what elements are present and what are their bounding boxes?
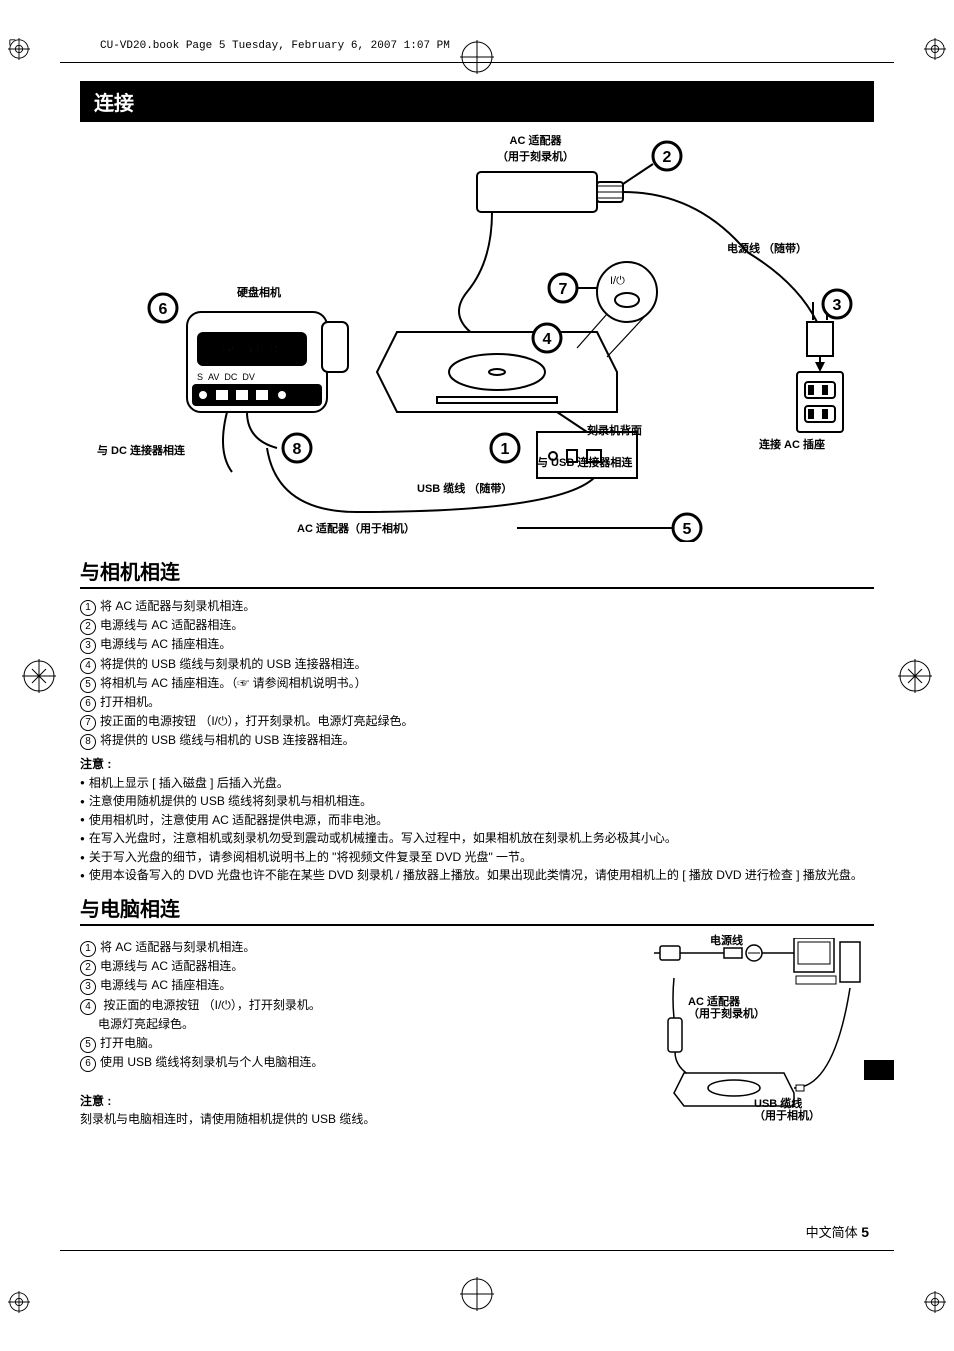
step-item: 将相机与 AC 插座相连。（☞ 请参阅相机说明书。） xyxy=(80,674,874,693)
note-item: 使用本设备写入的 DVD 光盘也许不能在某些 DVD 刻录机 / 播放器上播放。… xyxy=(80,866,874,885)
reg-mark-bottom xyxy=(460,1277,494,1311)
note-item: 关于写入光盘的细节，请参阅相机说明书上的 "将视频文件复录至 DVD 光盘" 一… xyxy=(80,848,874,867)
label-usb-cable-bundled: USB 缆线 （随带） xyxy=(417,480,512,496)
svg-text:I/⏻: I/⏻ xyxy=(610,275,625,287)
step-item: 将提供的 USB 缆线与刻录机的 USB 连接器相连。 xyxy=(80,655,874,674)
reg-mark-right xyxy=(898,659,932,693)
step-item: 打开相机。 xyxy=(80,693,874,712)
svg-text:2: 2 xyxy=(663,149,672,166)
crop-mark-bl xyxy=(8,1291,30,1313)
label2-ac-adapter: AC 适配器 （用于刻录机） xyxy=(688,996,765,1020)
svg-text:7: 7 xyxy=(559,281,568,298)
note-item: 使用相机时，注意使用 AC 适配器提供电源，而非电池。 xyxy=(80,811,874,830)
steps-connect-camera: 将 AC 适配器与刻录机相连。 电源线与 AC 适配器相连。 电源线与 AC 插… xyxy=(80,597,874,751)
step-item: 使用 USB 缆线将刻录机与个人电脑相连。 xyxy=(80,1053,614,1072)
crop-mark-tr xyxy=(924,38,946,60)
step-item: 电源线与 AC 插座相连。 xyxy=(80,635,874,654)
label-usb-connector: 与 USB 连接器相连 xyxy=(537,454,632,470)
svg-text:S AV DC DV: S AV DC DV xyxy=(197,372,255,382)
label-power-cord-bundled: 电源线 （随带） xyxy=(727,240,807,256)
notes-connect-camera: 相机上显示 [ 插入磁盘 ] 后插入光盘。 注意使用随机提供的 USB 缆线将刻… xyxy=(80,774,874,886)
note-item: 在写入光盘时，注意相机或刻录机勿受到震动或机械撞击。写入过程中，如果相机放在刻录… xyxy=(80,829,874,848)
svg-text:6: 6 xyxy=(159,301,168,318)
reg-mark-top xyxy=(460,40,494,74)
step-item: 将提供的 USB 缆线与相机的 USB 连接器相连。 xyxy=(80,731,874,750)
connection-diagram-pc: 电源线 AC 适配器 （用于刻录机） USB 缆线 （用于相机） xyxy=(654,938,874,1118)
section-title-bar: 连接 xyxy=(80,81,874,122)
label2-power-cord: 电源线 xyxy=(710,932,743,948)
step-item: 电源线与 AC 插座相连。 xyxy=(80,976,614,995)
note-item: 注意使用随机提供的 USB 缆线将刻录机与相机相连。 xyxy=(80,792,874,811)
step-item: 将 AC 适配器与刻录机相连。 xyxy=(80,597,874,616)
rule-bottom xyxy=(60,1250,894,1251)
label-ac-adapter-burner: AC 适配器 （用于刻录机） xyxy=(497,132,574,164)
label-dc-connector: 与 DC 连接器相连 xyxy=(97,442,185,458)
svg-text:DC USB: DC USB xyxy=(221,341,279,357)
svg-text:4: 4 xyxy=(543,331,552,348)
steps-connect-pc: 将 AC 适配器与刻录机相连。 电源线与 AC 适配器相连。 电源线与 AC 插… xyxy=(80,938,614,1072)
svg-text:3: 3 xyxy=(833,297,842,314)
step-item: 将 AC 适配器与刻录机相连。 xyxy=(80,938,614,957)
note-connect-pc: 注意 : 刻录机与电脑相连时，请使用随相机提供的 USB 缆线。 xyxy=(80,1092,614,1128)
label-burner-back: 刻录机背面 xyxy=(587,422,642,438)
note-item: 相机上显示 [ 插入磁盘 ] 后插入光盘。 xyxy=(80,774,874,793)
svg-text:1: 1 xyxy=(501,441,510,458)
label2-usb-cable: USB 缆线 （用于相机） xyxy=(754,1098,820,1122)
step-item: 按正面的电源按钮 （I/⏻），打开刻录机。电源灯亮起绿色。 xyxy=(80,712,874,731)
label-ac-adapter-camera: AC 适配器（用于相机） xyxy=(297,520,415,536)
heading-connect-pc: 与电脑相连 xyxy=(80,893,874,926)
svg-text:5: 5 xyxy=(683,521,692,538)
label-connect-ac-outlet: 连接 AC 插座 xyxy=(759,436,825,452)
page-edge-tab xyxy=(864,1060,894,1080)
reg-mark-left xyxy=(22,659,56,693)
label-hdd-camera: 硬盘相机 xyxy=(237,284,281,300)
svg-text:8: 8 xyxy=(293,441,302,458)
crop-mark-br xyxy=(924,1291,946,1313)
step-item: 电源线与 AC 适配器相连。 xyxy=(80,616,874,635)
book-header: CU-VD20.book Page 5 Tuesday, February 6,… xyxy=(100,40,894,52)
page-number: 中文简体 5 xyxy=(806,1222,869,1241)
step-item: 按正面的电源按钮 （I/⏻），打开刻录机。 电源灯亮起绿色。 xyxy=(80,996,614,1034)
heading-connect-camera: 与相机相连 xyxy=(80,556,874,589)
note-heading-camera: 注意 : xyxy=(80,755,874,772)
step-item: 电源线与 AC 适配器相连。 xyxy=(80,957,614,976)
step-item: 打开电脑。 xyxy=(80,1034,614,1053)
crop-mark-tl xyxy=(8,38,30,60)
connection-diagram-camera: I/⏻ DC USB xyxy=(97,132,857,542)
